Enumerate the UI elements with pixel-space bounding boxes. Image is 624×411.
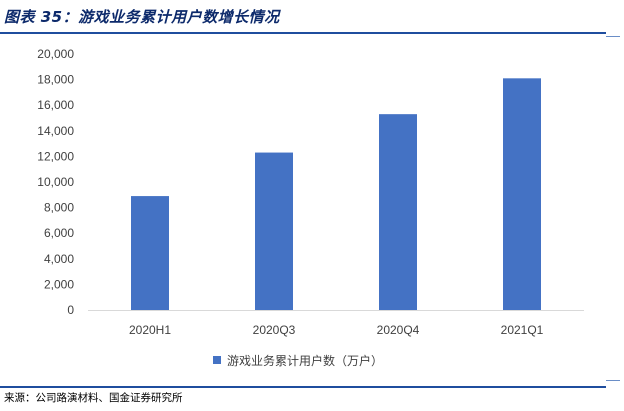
y-tick-label: 20,000 — [37, 47, 74, 61]
bar-2020H1 — [131, 196, 169, 310]
y-tick-label: 4,000 — [44, 252, 74, 266]
y-axis-tick-labels: 0 2,000 4,000 6,000 8,000 10,000 12,000 14,000 1… — [37, 47, 74, 317]
y-tick-label: 14,000 — [37, 124, 74, 138]
y-tick-label: 10,000 — [37, 175, 74, 189]
x-tick-label: 2020Q4 — [377, 323, 420, 337]
legend-label: 游戏业务累计用户数（万户） — [227, 353, 383, 368]
legend-swatch — [213, 356, 221, 364]
source-rule — [0, 386, 606, 388]
frame-stub-bottom — [606, 380, 620, 381]
source-note: 来源：公司路演材料、国金证券研究所 — [4, 392, 183, 404]
y-tick-label: 0 — [67, 303, 74, 317]
bar-2021Q1 — [503, 78, 541, 310]
y-tick-label: 6,000 — [44, 226, 74, 240]
x-tick-label: 2020H1 — [129, 323, 171, 337]
y-tick-label: 2,000 — [44, 277, 74, 291]
y-tick-label: 16,000 — [37, 98, 74, 112]
y-tick-label: 12,000 — [37, 149, 74, 163]
legend: 游戏业务累计用户数（万户） — [213, 353, 383, 368]
bar-2020Q4 — [379, 114, 417, 310]
figure-title: 图表 35：游戏业务累计用户数增长情况 — [4, 8, 280, 26]
x-tick-label: 2020Q3 — [253, 323, 296, 337]
bars — [131, 78, 541, 310]
x-tick-label: 2021Q1 — [501, 323, 544, 337]
x-axis-tick-labels: 2020H1 2020Q3 2020Q4 2021Q1 — [129, 323, 544, 337]
frame-stub-top — [606, 36, 620, 37]
y-tick-label: 8,000 — [44, 201, 74, 215]
bar-2020Q3 — [255, 152, 293, 310]
title-rule — [0, 32, 606, 34]
y-tick-label: 18,000 — [37, 73, 74, 87]
